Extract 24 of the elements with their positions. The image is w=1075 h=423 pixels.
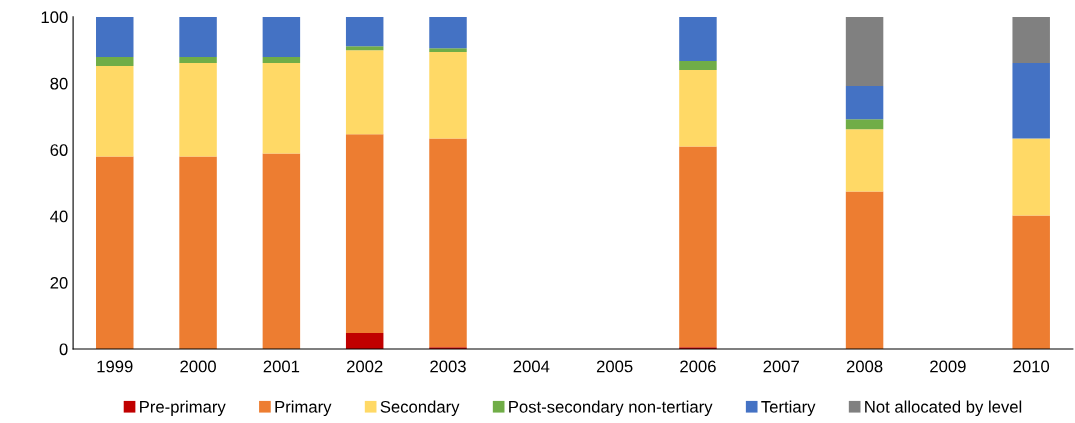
x-tick-label: 2010	[1013, 360, 1050, 373]
y-tick-label: 100	[41, 11, 68, 24]
x-tick-label: 2002	[347, 360, 383, 373]
legend-label: Pre-primary	[140, 400, 226, 417]
x-tick-label: 2005	[596, 360, 633, 373]
x-tick-label: 2007	[763, 360, 799, 373]
legend-label: Not allocated by level	[865, 400, 1022, 417]
x-tick-label: 2000	[180, 360, 216, 373]
y-tick-label: 60	[50, 144, 68, 156]
y-tick-label: 0	[59, 343, 68, 356]
x-tick-label: 1999	[97, 360, 133, 373]
y-tick-label: 20	[50, 276, 68, 289]
y-tick-label: 40	[50, 210, 68, 223]
x-tick-label: 2004	[513, 360, 550, 373]
legend-label: Secondary	[380, 400, 460, 417]
x-tick-label: 2001	[263, 360, 300, 373]
y-tick-label: 80	[50, 77, 68, 90]
legend-label: Tertiary	[761, 400, 816, 417]
x-tick-label: 2003	[430, 360, 466, 373]
x-tick-label: 2006	[680, 360, 716, 373]
legend-label: Post-secondary non-tertiary	[509, 400, 713, 417]
x-tick-label: 2008	[846, 360, 883, 373]
x-tick-label: 2009	[930, 360, 966, 373]
legend-label: Primary	[275, 400, 332, 417]
